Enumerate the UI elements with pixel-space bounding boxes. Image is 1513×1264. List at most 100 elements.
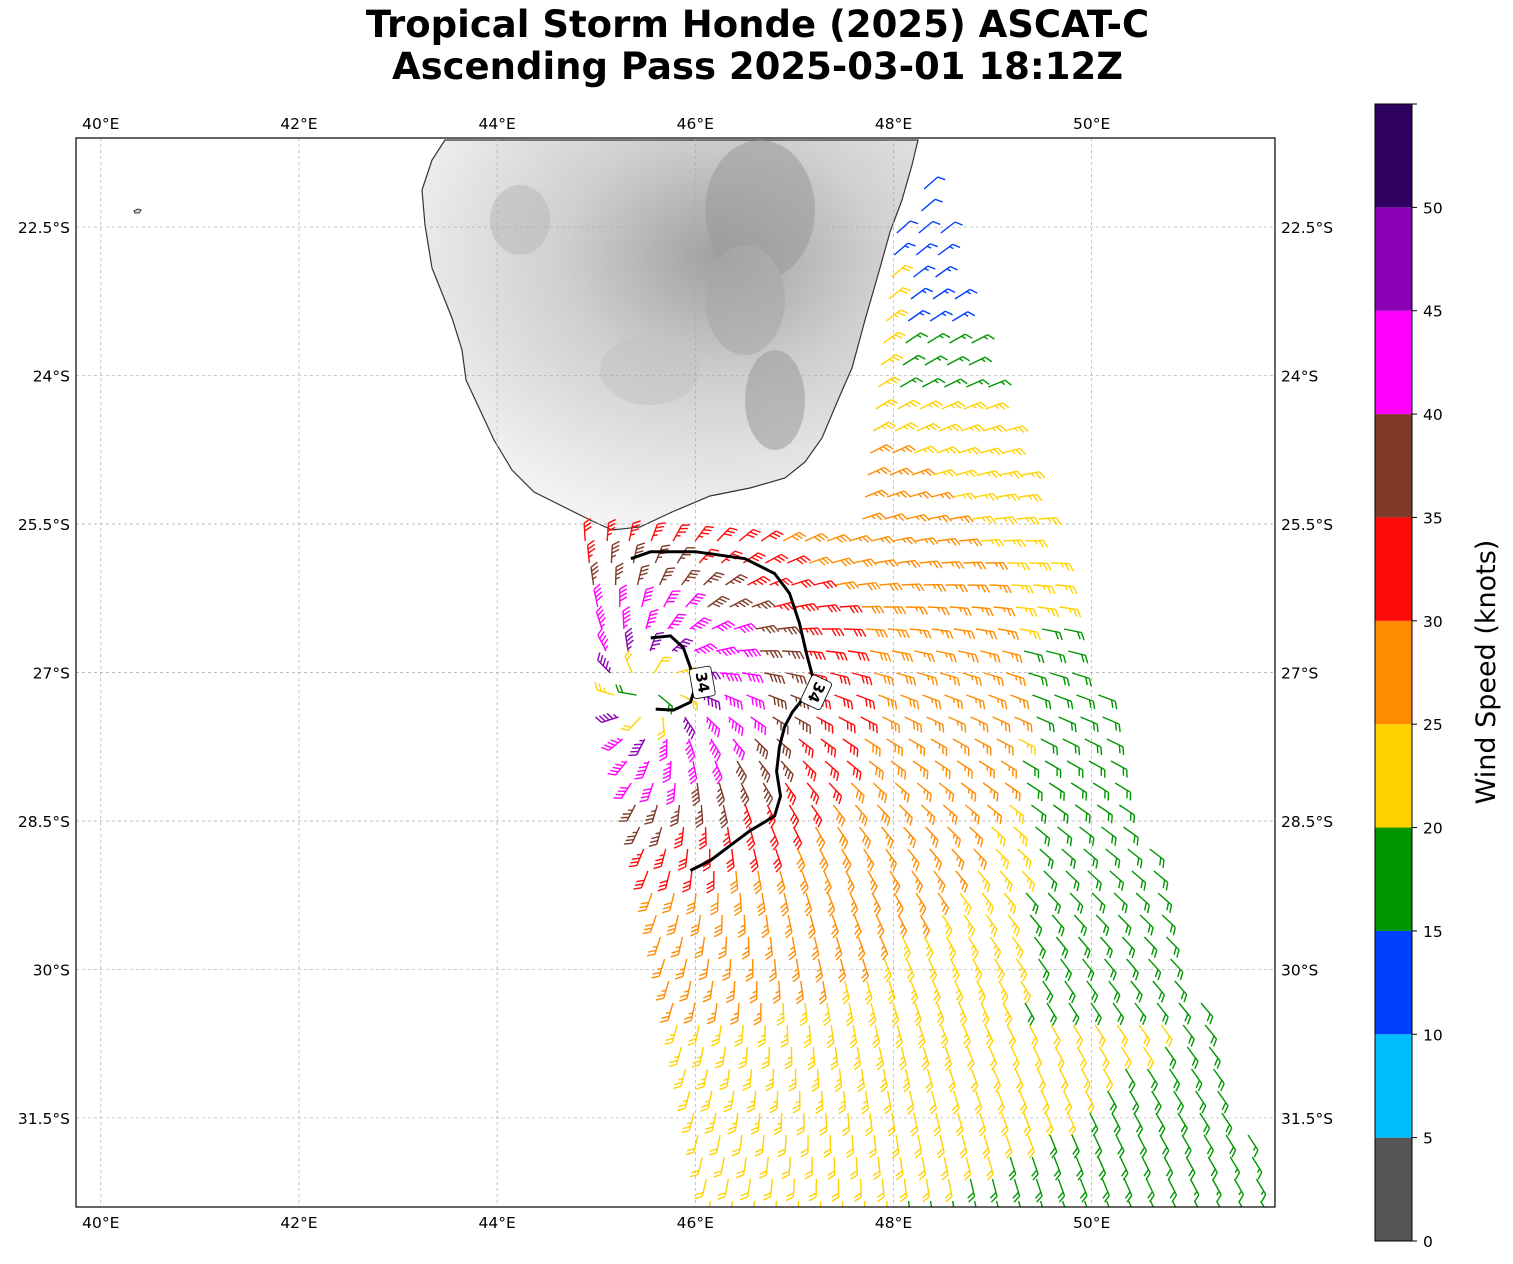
wind-barb	[753, 870, 762, 895]
wind-barb	[773, 1200, 778, 1207]
wind-barb	[927, 958, 938, 983]
wind-barb	[1084, 738, 1103, 756]
wind-barb	[923, 583, 947, 592]
wind-barb	[802, 760, 817, 782]
wind-barb	[1015, 606, 1038, 617]
wind-barb	[1225, 1134, 1237, 1158]
wind-barb	[934, 760, 951, 780]
wind-barb	[815, 958, 824, 983]
wind-barb	[1025, 892, 1039, 915]
wind-barb	[1057, 1178, 1066, 1203]
wind-barb	[1111, 1112, 1121, 1137]
wind-barb	[910, 287, 934, 300]
wind-barb	[982, 782, 999, 802]
wind-barb	[937, 892, 950, 916]
wind-barb	[984, 672, 1005, 687]
wind-barb	[1003, 539, 1027, 548]
wind-barb	[1109, 870, 1125, 891]
wind-barb	[980, 1002, 990, 1027]
wind-barb	[1185, 1156, 1196, 1180]
wind-barb	[864, 980, 873, 1005]
colorbar-tick-label: 40	[1423, 406, 1443, 424]
colorbar-bin	[1375, 517, 1412, 621]
wind-barb	[932, 1112, 941, 1137]
wind-barb	[994, 958, 1005, 982]
wind-barb	[842, 738, 859, 758]
wind-barb	[1108, 980, 1121, 1003]
wind-barb	[690, 914, 701, 937]
wind-barb	[820, 738, 837, 758]
wind-barb	[728, 716, 744, 737]
wind-barb	[777, 626, 802, 635]
wind-barb	[944, 694, 964, 710]
colorbar-bin	[1375, 724, 1412, 828]
wind-barb	[1233, 1178, 1245, 1202]
wind-barb	[1089, 1112, 1099, 1137]
wind-barb	[782, 650, 805, 660]
wind-barb	[1120, 1046, 1132, 1070]
wind-barb	[832, 804, 846, 827]
wind-barb	[764, 672, 786, 685]
wind-barb	[957, 650, 979, 663]
wind-barb	[1177, 1112, 1188, 1136]
wind-barb	[1047, 892, 1062, 915]
wind-barb	[738, 1046, 749, 1069]
wind-barb	[1019, 628, 1041, 641]
wind-barb	[727, 1112, 739, 1135]
wind-barb	[762, 1178, 774, 1201]
wind-barb	[1170, 958, 1184, 981]
wind-barb	[1019, 1090, 1028, 1115]
wind-barb	[594, 682, 615, 696]
wind-barb	[896, 220, 919, 234]
wind-barb	[845, 1002, 854, 1027]
wind-barb	[1016, 516, 1040, 525]
colorbar-tick-label: 25	[1423, 716, 1443, 734]
wind-barb	[1251, 1156, 1263, 1180]
wind-barb	[806, 782, 820, 805]
wind-barb	[768, 958, 777, 983]
wind-barb	[889, 870, 901, 894]
wind-barb	[892, 444, 916, 454]
wind-barb	[977, 870, 991, 893]
wind-barb	[694, 804, 704, 829]
wind-barb	[907, 848, 920, 871]
colorbar-bin	[1375, 310, 1412, 415]
wind-barb	[858, 826, 872, 850]
wind-barb	[1026, 782, 1043, 802]
wind-barb	[719, 804, 729, 829]
wind-barb	[1146, 1068, 1158, 1092]
lat-tick-right: 30°S	[1281, 961, 1318, 979]
wind-barb	[738, 648, 762, 658]
wind-barb	[786, 672, 808, 685]
wind-barb	[1115, 1134, 1125, 1159]
colorbar-frame	[1374, 103, 1413, 1242]
lat-tick-right: 31.5°S	[1281, 1110, 1333, 1128]
wind-barb	[868, 1002, 877, 1027]
wind-barb	[827, 1156, 836, 1180]
wind-barb	[973, 1200, 980, 1207]
wind-barb	[1023, 1112, 1032, 1137]
wind-barb	[796, 1200, 800, 1207]
wind-barb	[1112, 1002, 1125, 1026]
wind-barb	[776, 870, 786, 895]
wind-barb	[992, 716, 1011, 733]
wind-barb	[856, 694, 876, 710]
wind-barb	[940, 1156, 949, 1181]
wind-barb	[826, 650, 848, 661]
wind-barb	[838, 958, 847, 983]
wind-barb	[1102, 1068, 1114, 1092]
small-island	[133, 208, 142, 214]
wind-barb	[735, 760, 747, 784]
wind-barb	[862, 512, 887, 521]
wind-barb	[1058, 1068, 1069, 1093]
title-line-1: Tropical Storm Honde (2025) ASCAT-C	[365, 3, 1150, 46]
wind-barb	[682, 716, 696, 740]
wind-barb	[788, 1068, 797, 1092]
wind-barb	[997, 493, 1021, 502]
wind-barb	[941, 400, 966, 410]
colorbar-bin	[1375, 1137, 1412, 1241]
wind-barb	[850, 1156, 859, 1180]
wind-barb	[960, 424, 985, 432]
lon-tick-bottom: 44°E	[478, 1214, 515, 1232]
wind-barb	[596, 652, 611, 674]
